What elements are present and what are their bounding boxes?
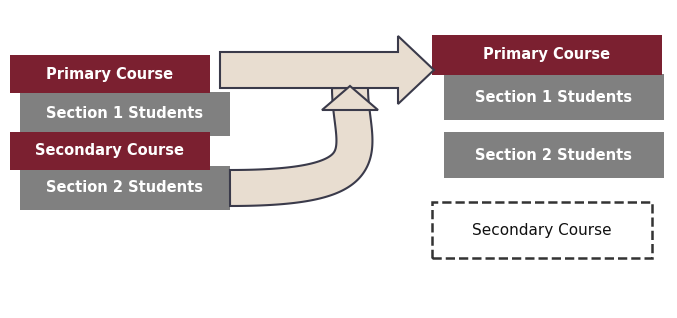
FancyBboxPatch shape [20,166,230,210]
Text: Section 1 Students: Section 1 Students [475,89,632,105]
Text: Secondary Course: Secondary Course [35,143,185,158]
FancyBboxPatch shape [444,132,664,178]
Text: Primary Course: Primary Course [483,47,611,63]
Polygon shape [230,88,372,206]
Polygon shape [322,86,378,110]
FancyBboxPatch shape [432,35,662,75]
FancyBboxPatch shape [444,74,664,120]
FancyBboxPatch shape [10,132,210,170]
FancyBboxPatch shape [10,55,210,93]
Polygon shape [220,36,434,104]
Text: Primary Course: Primary Course [47,66,173,81]
Text: Section 2 Students: Section 2 Students [475,148,632,162]
Text: Section 1 Students: Section 1 Students [47,107,204,121]
Text: Secondary Course: Secondary Course [472,223,612,238]
Text: Section 2 Students: Section 2 Students [47,181,204,196]
FancyBboxPatch shape [20,92,230,136]
